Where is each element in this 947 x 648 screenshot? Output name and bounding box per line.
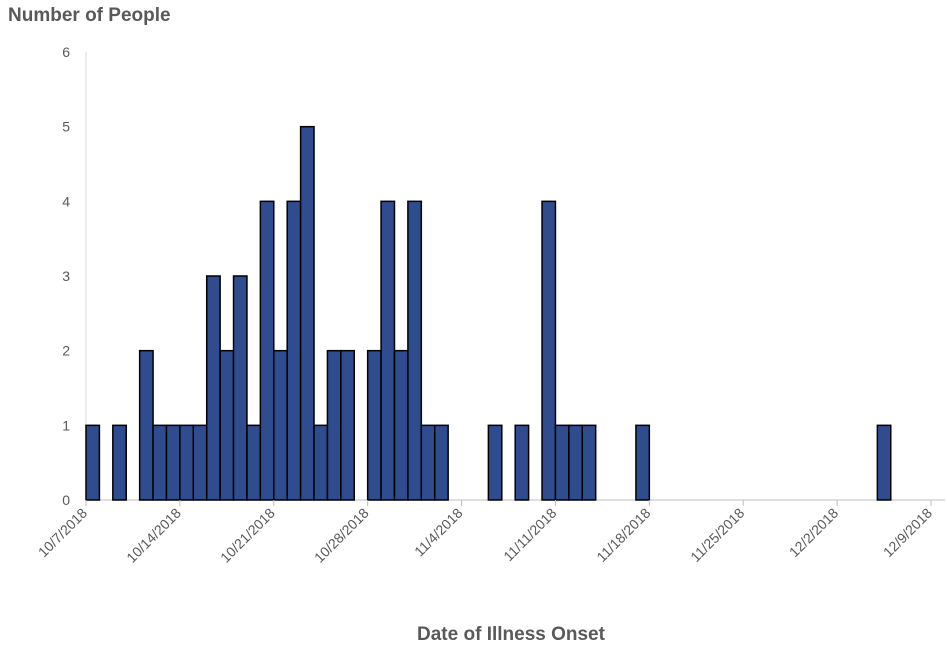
bar <box>541 200 557 501</box>
x-axis-title: Date of Illness Onset <box>417 624 605 645</box>
bar <box>876 424 892 501</box>
bar <box>286 200 302 501</box>
bars <box>85 125 892 501</box>
bar <box>273 349 288 501</box>
bar <box>581 424 597 501</box>
bar <box>299 125 315 501</box>
bar <box>340 349 356 501</box>
x-tick-label: 10/14/2018 <box>123 505 184 566</box>
bar <box>85 424 101 501</box>
bar <box>407 200 423 501</box>
bar <box>635 424 651 501</box>
y-tick-label: 4 <box>62 193 70 209</box>
y-tick-label: 3 <box>62 268 70 284</box>
x-tick-label: 10/21/2018 <box>217 505 278 566</box>
bar <box>554 424 570 501</box>
x-tick-label: 12/9/2018 <box>880 505 936 561</box>
x-tick-label: 11/18/2018 <box>593 505 653 565</box>
y-axis-title: Number of People <box>8 5 171 26</box>
bar <box>420 424 436 501</box>
bar <box>259 200 275 501</box>
x-tick-label: 10/28/2018 <box>311 505 372 566</box>
y-tick-label: 5 <box>62 119 70 135</box>
bar <box>326 349 342 501</box>
bar <box>313 424 329 501</box>
bar <box>152 424 168 501</box>
bar <box>112 424 127 501</box>
bar <box>393 349 409 501</box>
bar <box>179 424 195 501</box>
bar <box>380 200 396 501</box>
bar <box>514 424 530 501</box>
bar <box>192 424 208 501</box>
x-tick-label: 11/11/2018 <box>500 505 560 565</box>
x-tick-label: 12/2/2018 <box>786 505 842 561</box>
bar <box>366 349 382 501</box>
bar <box>568 424 584 501</box>
bar <box>205 275 221 501</box>
bar <box>246 424 262 501</box>
x-tick-label: 11/4/2018 <box>411 505 466 560</box>
bar <box>487 424 503 501</box>
x-tick-label: 10/7/2018 <box>35 505 91 561</box>
bar <box>219 349 235 501</box>
x-ticks: 10/7/2018 10/14/2018 10/21/2018 10/28/2018 1… <box>35 500 936 566</box>
y-tick-label: 2 <box>62 343 70 359</box>
bar <box>232 275 248 501</box>
y-ticks: 0 1 2 3 4 5 6 <box>62 44 70 508</box>
y-tick-label: 6 <box>62 44 70 60</box>
x-tick-label: 11/25/2018 <box>687 505 747 565</box>
bar <box>433 424 449 501</box>
bar <box>165 424 181 501</box>
y-tick-label: 0 <box>62 492 70 508</box>
bar <box>138 349 154 501</box>
y-tick-label: 1 <box>62 417 70 433</box>
